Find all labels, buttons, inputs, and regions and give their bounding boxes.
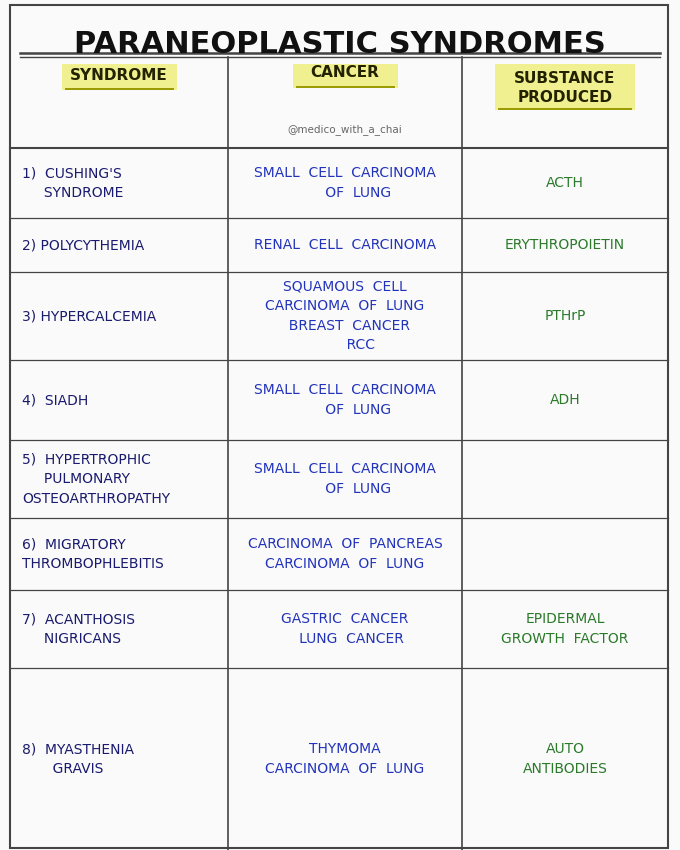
Text: ADH: ADH — [549, 393, 580, 407]
Text: 4)  SIADH: 4) SIADH — [22, 393, 88, 407]
Text: ERYTHROPOIETIN: ERYTHROPOIETIN — [505, 238, 625, 252]
Text: PTHrP: PTHrP — [544, 309, 585, 323]
Text: CARCINOMA  OF  PANCREAS
CARCINOMA  OF  LUNG: CARCINOMA OF PANCREAS CARCINOMA OF LUNG — [248, 537, 443, 570]
Text: AUTO
ANTIBODIES: AUTO ANTIBODIES — [522, 742, 607, 776]
Text: ACTH: ACTH — [546, 176, 584, 190]
Text: THYMOMA
CARCINOMA  OF  LUNG: THYMOMA CARCINOMA OF LUNG — [265, 742, 424, 776]
Text: SMALL  CELL  CARCINOMA
      OF  LUNG: SMALL CELL CARCINOMA OF LUNG — [254, 167, 436, 200]
Text: SMALL  CELL  CARCINOMA
      OF  LUNG: SMALL CELL CARCINOMA OF LUNG — [254, 383, 436, 416]
Text: 7)  ACANTHOSIS
     NIGRICANS: 7) ACANTHOSIS NIGRICANS — [22, 612, 135, 646]
Text: 5)  HYPERTROPHIC
     PULMONARY
OSTEOARTHROPATHY: 5) HYPERTROPHIC PULMONARY OSTEOARTHROPAT… — [22, 452, 170, 506]
FancyBboxPatch shape — [292, 64, 398, 88]
Text: SYNDROME: SYNDROME — [70, 67, 168, 82]
Text: 1)  CUSHING'S
     SYNDROME: 1) CUSHING'S SYNDROME — [22, 167, 123, 200]
Text: PARANEOPLASTIC SYNDROMES: PARANEOPLASTIC SYNDROMES — [74, 30, 606, 59]
Text: 2) POLYCYTHEMIA: 2) POLYCYTHEMIA — [22, 238, 144, 252]
Text: EPIDERMAL
GROWTH  FACTOR: EPIDERMAL GROWTH FACTOR — [501, 612, 629, 646]
Text: SMALL  CELL  CARCINOMA
      OF  LUNG: SMALL CELL CARCINOMA OF LUNG — [254, 462, 436, 496]
Text: 6)  MIGRATORY
THROMBOPHLEBITIS: 6) MIGRATORY THROMBOPHLEBITIS — [22, 537, 164, 570]
Text: @medico_with_a_chai: @medico_with_a_chai — [288, 125, 403, 135]
Text: CANCER: CANCER — [311, 65, 379, 80]
Text: SQUAMOUS  CELL
CARCINOMA  OF  LUNG
  BREAST  CANCER
       RCC: SQUAMOUS CELL CARCINOMA OF LUNG BREAST C… — [265, 280, 424, 352]
Text: SUBSTANCE
PRODUCED: SUBSTANCE PRODUCED — [514, 71, 615, 105]
Text: 8)  MYASTHENIA
       GRAVIS: 8) MYASTHENIA GRAVIS — [22, 742, 134, 776]
FancyBboxPatch shape — [61, 64, 177, 90]
FancyBboxPatch shape — [495, 64, 635, 110]
Text: GASTRIC  CANCER
   LUNG  CANCER: GASTRIC CANCER LUNG CANCER — [282, 612, 409, 646]
Text: RENAL  CELL  CARCINOMA: RENAL CELL CARCINOMA — [254, 238, 436, 252]
Text: 3) HYPERCALCEMIA: 3) HYPERCALCEMIA — [22, 309, 156, 323]
